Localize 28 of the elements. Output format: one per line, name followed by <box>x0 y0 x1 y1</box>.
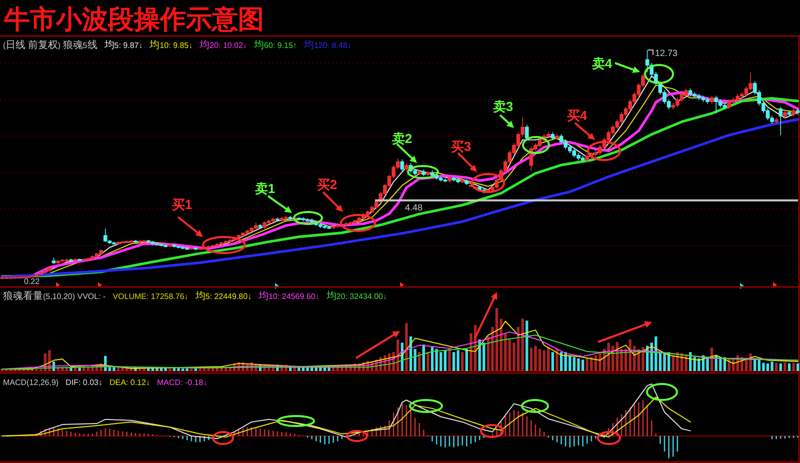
text: 均120: 8.48↓ <box>302 39 352 51</box>
text: 均20: 32434.00↓ <box>325 290 388 302</box>
chart-subtitle: VOLUME: 17258.76↓ <box>112 292 188 301</box>
annotation: 卖1 <box>254 181 276 196</box>
text: 均5: 22449.80↓ <box>194 290 252 302</box>
text: 均10: 24569.60↓ <box>258 290 320 302</box>
annotation: 卖2 <box>392 131 412 146</box>
annotation: 卖4 <box>592 56 613 71</box>
chart-title: MACD(12,26,9) <box>3 378 59 387</box>
chart-title: 牛市小波段操作示意图 <box>3 4 264 34</box>
chart-subtitle: (日线 前复权) 狼魂5线 <box>3 39 98 51</box>
annotation: 12.73 <box>655 48 678 58</box>
annotation: 买3 <box>450 139 472 154</box>
text: 均5: 9.87↓ <box>103 39 143 51</box>
ref-line: 4.48 <box>375 199 798 212</box>
annotation: 买1 <box>172 197 192 212</box>
text: DIF: 0.03↓ <box>66 378 102 387</box>
annotation: 卖3 <box>492 99 514 114</box>
chart-subtitle: MACD: -0.18↓ <box>156 378 208 387</box>
ref-line-label: 4.48 <box>405 202 423 212</box>
annotation: 买4 <box>566 108 588 123</box>
chart-title: 狼魂看量(5,10,20) VVOL: - <box>3 290 106 302</box>
text: DEA: 0.12↓ <box>109 378 150 387</box>
annotation: 0.22 <box>24 277 40 286</box>
annotation: 买2 <box>316 177 338 192</box>
text: 均20: 10.02↓ <box>198 39 248 51</box>
text: 均60: 9.15↑ <box>253 39 297 51</box>
text: 均10: 9.85↓ <box>148 39 193 51</box>
